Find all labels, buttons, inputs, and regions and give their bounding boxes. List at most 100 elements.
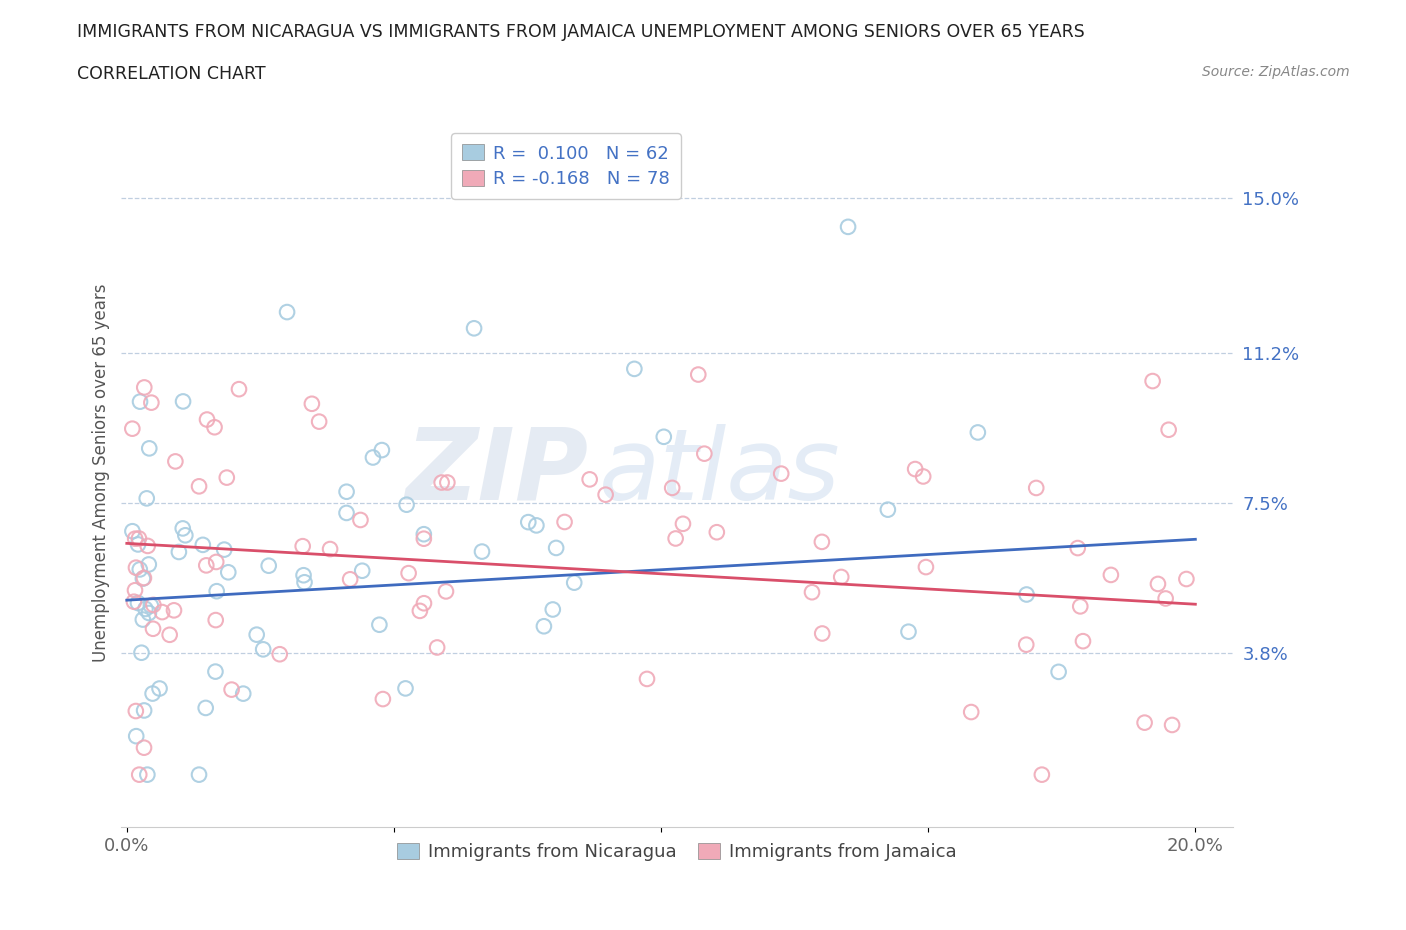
Point	[165, 454, 187, 469]
Point	[132, 740, 155, 755]
Point	[195, 412, 218, 427]
Point	[876, 502, 898, 517]
Text: IMMIGRANTS FROM NICARAGUA VS IMMIGRANTS FROM JAMAICA UNEMPLOYMENT AMONG SENIORS : IMMIGRANTS FROM NICARAGUA VS IMMIGRANTS …	[77, 23, 1085, 41]
Point	[533, 618, 555, 633]
Point	[1071, 633, 1094, 648]
Point	[232, 686, 254, 701]
Point	[134, 380, 156, 395]
Point	[221, 683, 243, 698]
Point	[1099, 567, 1122, 582]
Point	[142, 597, 165, 612]
Point	[915, 560, 938, 575]
Point	[1157, 422, 1180, 437]
Point	[125, 729, 148, 744]
Point	[121, 524, 143, 538]
Point	[212, 542, 235, 557]
Point	[434, 584, 457, 599]
Point	[412, 531, 434, 546]
Point	[1015, 637, 1038, 652]
Point	[124, 583, 146, 598]
Point	[636, 671, 658, 686]
Point	[228, 381, 250, 396]
Point	[136, 538, 159, 553]
Point	[135, 491, 157, 506]
Point	[139, 598, 162, 613]
Point	[966, 425, 988, 440]
Point	[132, 570, 155, 585]
Point	[148, 681, 170, 696]
Point	[188, 767, 211, 782]
Point	[526, 518, 548, 533]
Point	[412, 526, 434, 541]
Point	[138, 557, 160, 572]
Point	[142, 621, 165, 636]
Point	[1154, 591, 1177, 606]
Point	[904, 461, 927, 476]
Point	[191, 538, 214, 552]
Point	[319, 541, 342, 556]
Point	[830, 569, 852, 584]
Point	[132, 571, 155, 586]
Point	[368, 618, 391, 632]
Point	[395, 498, 418, 512]
Point	[413, 596, 436, 611]
Point	[163, 603, 186, 618]
Text: CORRELATION CHART: CORRELATION CHART	[77, 65, 266, 83]
Point	[128, 531, 150, 546]
Point	[349, 512, 371, 527]
Point	[1147, 577, 1170, 591]
Text: ZIP: ZIP	[405, 424, 588, 521]
Point	[811, 535, 834, 550]
Point	[142, 686, 165, 701]
Point	[205, 584, 228, 599]
Point	[371, 692, 394, 707]
Point	[217, 565, 239, 579]
Point	[1031, 767, 1053, 782]
Point	[1025, 481, 1047, 496]
Point	[770, 466, 793, 481]
Point	[301, 396, 323, 411]
Point	[1047, 664, 1070, 679]
Point	[706, 525, 728, 539]
Point	[134, 602, 156, 617]
Point	[174, 528, 197, 543]
Point	[409, 604, 432, 618]
Point	[292, 568, 315, 583]
Legend: Immigrants from Nicaragua, Immigrants from Jamaica: Immigrants from Nicaragua, Immigrants fr…	[391, 835, 965, 868]
Point	[562, 576, 585, 591]
Point	[578, 472, 600, 486]
Point	[426, 640, 449, 655]
Point	[335, 506, 357, 521]
Point	[595, 487, 617, 502]
Point	[204, 664, 226, 679]
Point	[125, 560, 148, 575]
Point	[138, 605, 160, 620]
Point	[159, 628, 181, 643]
Point	[541, 602, 564, 617]
Point	[204, 613, 226, 628]
Point	[652, 430, 675, 445]
Point	[371, 443, 394, 458]
Point	[339, 572, 361, 587]
Point	[897, 624, 920, 639]
Point	[688, 367, 710, 382]
Point	[124, 531, 146, 546]
Point	[335, 485, 357, 499]
Point	[215, 471, 238, 485]
Point	[127, 595, 149, 610]
Point	[471, 544, 494, 559]
Y-axis label: Unemployment Among Seniors over 65 years: Unemployment Among Seniors over 65 years	[93, 283, 110, 661]
Point	[188, 479, 211, 494]
Point	[128, 767, 150, 782]
Point	[128, 562, 150, 577]
Point	[811, 626, 834, 641]
Point	[1142, 374, 1164, 389]
Point	[276, 305, 298, 320]
Point	[398, 565, 420, 580]
Point	[1015, 587, 1038, 602]
Point	[122, 594, 145, 609]
Point	[912, 469, 935, 484]
Point	[665, 531, 688, 546]
Point	[167, 545, 190, 560]
Point	[246, 627, 269, 642]
